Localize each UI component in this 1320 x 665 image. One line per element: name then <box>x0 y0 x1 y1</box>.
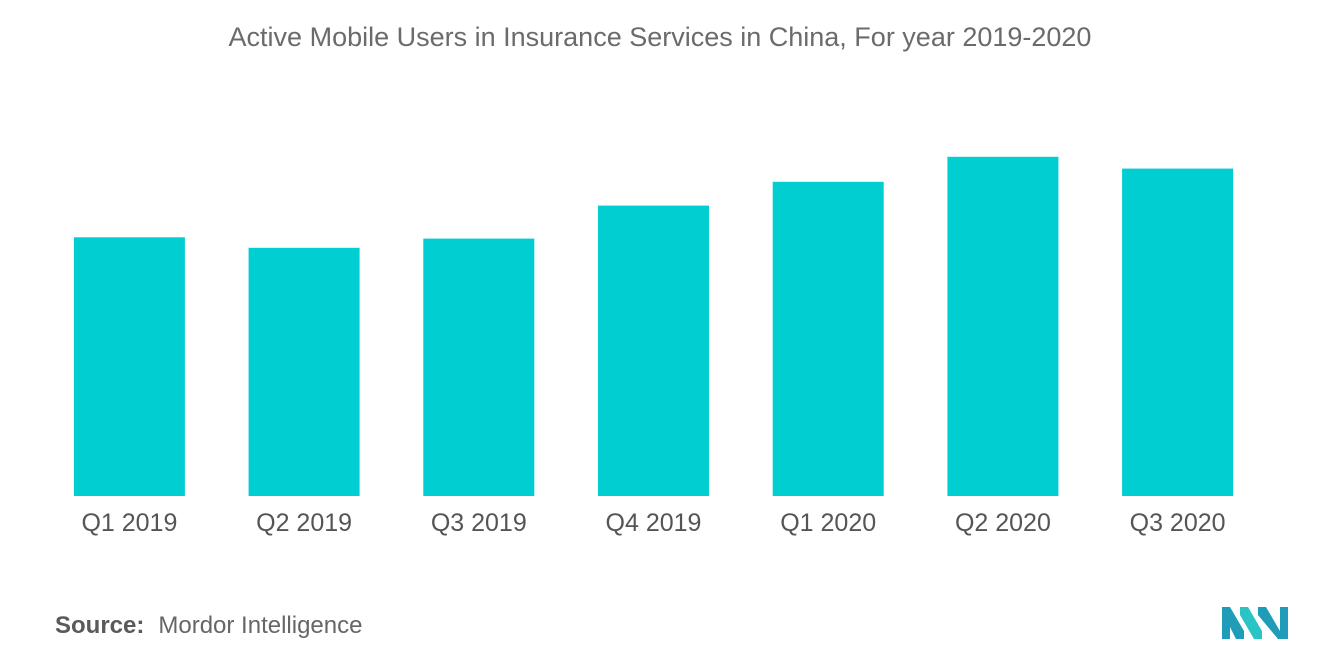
x-tick-label: Q2 2019 <box>256 509 352 537</box>
bars-group <box>73 156 1234 497</box>
logo-shape-left <box>1222 607 1244 639</box>
logo-shape-middle <box>1240 607 1262 639</box>
bar-q1-2019 <box>73 237 185 497</box>
chart-title: Active Mobile Users in Insurance Service… <box>228 22 1092 52</box>
bar-q2-2020 <box>947 156 1059 497</box>
bar-q4-2019 <box>598 205 709 496</box>
x-tick-label: Q1 2020 <box>780 509 876 537</box>
bar-q1-2020 <box>772 181 884 497</box>
source-note: Source: Mordor Intelligence <box>55 612 362 640</box>
x-tick-label: Q4 2019 <box>606 509 702 537</box>
bar-q2-2019 <box>248 247 360 496</box>
source-label: Source: <box>55 612 145 639</box>
bar-q3-2020 <box>1122 168 1234 496</box>
x-tick-label: Q3 2019 <box>431 509 527 537</box>
x-tick-labels: Q1 2019 Q2 2019 Q3 2019 Q4 2019 Q1 2020 Q2 20… <box>81 509 1225 537</box>
bar-q3-2019 <box>423 238 535 496</box>
logo-shape-right <box>1258 607 1288 639</box>
mordor-intelligence-logo <box>1222 607 1288 639</box>
bar-chart: Q1 2019 Q2 2019 Q3 2019 Q4 2019 Q1 2020 Q2 20… <box>73 156 1234 537</box>
x-tick-label: Q2 2020 <box>955 509 1051 537</box>
x-tick-label: Q3 2020 <box>1130 509 1226 537</box>
x-tick-label: Q1 2019 <box>81 509 177 537</box>
source-value: Mordor Intelligence <box>158 612 363 639</box>
